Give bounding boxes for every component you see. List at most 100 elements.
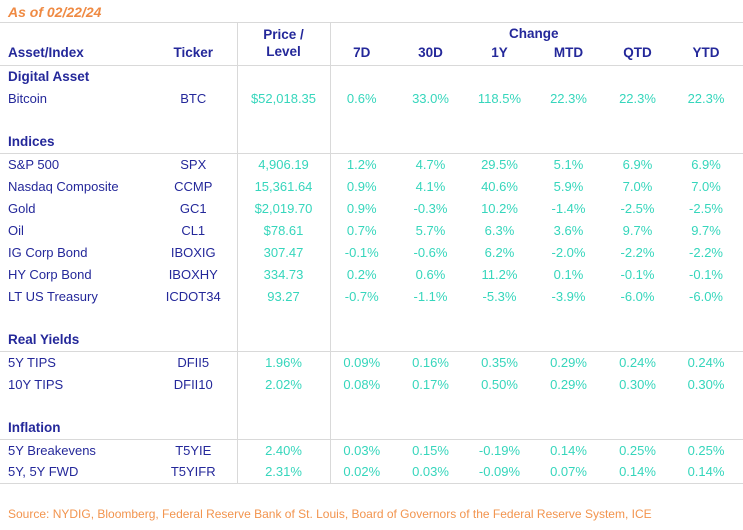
section-filler-cell	[330, 329, 743, 352]
change-value-cell: 0.9%	[346, 178, 377, 194]
data-row: 5Y TIPS DFII5 1.96% 0.09% 0.16% 0.35% 0.29% 0.2…	[0, 351, 743, 373]
asset-index-column-header: Asset/Index	[0, 23, 150, 66]
period-header-qtd: QTD	[606, 44, 675, 66]
section-header-row: Inflation	[0, 417, 743, 440]
spacer-row	[0, 307, 743, 329]
data-row: 5Y Breakevens T5YIE 2.40% 0.03% 0.15% -0.19% 0…	[0, 439, 743, 461]
section-filler-cell	[236, 329, 331, 352]
change-value-cell: 0.03%	[343, 442, 381, 458]
period-header-7d: 7D	[330, 44, 399, 66]
change-value-cell: -1.1%	[413, 288, 448, 304]
change-value-cell: 0.7%	[346, 222, 377, 238]
price-header-line1: Price /	[263, 26, 304, 42]
as-of-date: As of 02/22/24	[0, 0, 743, 23]
asset-data-table: Asset/Index Ticker Price / Level Change 7…	[0, 23, 743, 484]
change-value-cell: -3.9%	[551, 288, 586, 304]
change-value-cell: 0.2%	[346, 266, 377, 282]
change-value-cell: 0.08%	[343, 376, 381, 392]
change-value-cell: 0.03%	[399, 461, 468, 484]
change-value-cell: 0.30%	[687, 376, 725, 392]
change-value-cell: 0.14%	[550, 442, 587, 458]
change-value-cell: 4.7%	[415, 156, 446, 172]
asset-name-cell: Bitcoin	[8, 90, 48, 106]
ticker-cell: IBOXIG	[170, 244, 216, 260]
change-value-cell: 7.0%	[622, 178, 653, 194]
change-value-cell: 118.5%	[477, 90, 522, 106]
asset-name-cell: Oil	[8, 222, 24, 238]
data-row: 5Y, 5Y FWD T5YIFR 2.31% 0.02% 0.03% -0.09% 0.0…	[0, 461, 743, 484]
change-value-cell: -0.6%	[413, 244, 448, 260]
change-value-cell: -6.0%	[689, 288, 723, 304]
spacer-cell	[0, 395, 237, 417]
period-header-ytd: YTD	[675, 44, 743, 66]
change-value-cell: 0.29%	[550, 376, 587, 392]
price-level-cell: 334.73	[236, 263, 331, 285]
price-level-cell: $52,018.35	[236, 87, 331, 109]
change-value-cell: -0.1%	[344, 244, 379, 260]
section-header-row: Indices	[0, 131, 743, 154]
price-level-cell: 4,906.19	[236, 153, 331, 175]
price-level-cell: 1.96%	[236, 351, 331, 373]
data-row: Oil CL1 $78.61 0.7% 5.7% 6.3% 3.6% 9.7% 9.7%	[0, 219, 743, 241]
price-level-cell: $2,019.70	[236, 197, 331, 219]
section-filler-cell	[236, 131, 331, 154]
asset-name-cell: 5Y TIPS	[8, 354, 56, 370]
source-note: Source: NYDIG, Bloomberg, Federal Reserv…	[8, 506, 652, 521]
change-group-header: Change	[509, 26, 559, 41]
change-value-cell: 7.0%	[691, 178, 721, 194]
change-value-cell: 0.50%	[481, 376, 518, 392]
section-name: Indices	[0, 131, 237, 154]
data-row: Gold GC1 $2,019.70 0.9% -0.3% 10.2% -1.4% -2.5%…	[0, 197, 743, 219]
ticker-cell: T5YIE	[175, 442, 212, 458]
change-value-cell: -0.09%	[468, 461, 537, 484]
asset-name-cell: 5Y Breakevens	[8, 442, 96, 458]
change-value-cell: 0.6%	[415, 266, 446, 282]
change-value-cell: 22.3%	[550, 90, 587, 106]
change-value-cell: 5.9%	[553, 178, 584, 194]
price-level-cell: 307.47	[236, 241, 331, 263]
change-value-cell: -2.5%	[689, 200, 723, 216]
change-value-cell: 6.3%	[484, 222, 515, 238]
data-row: Bitcoin BTC $52,018.35 0.6% 33.0% 118.5% 22.3%…	[0, 87, 743, 109]
asset-name-cell: 10Y TIPS	[8, 376, 64, 392]
section-filler-cell	[330, 131, 743, 154]
price-header-line2: Level	[266, 43, 301, 59]
price-level-cell: 2.31%	[236, 461, 331, 484]
change-value-cell: -2.2%	[620, 244, 655, 260]
change-value-cell: 11.2%	[481, 266, 518, 282]
spacer-row	[0, 395, 743, 417]
ticker-cell: DFII10	[173, 376, 213, 392]
change-value-cell: 0.25%	[619, 442, 656, 458]
data-row: S&P 500 SPX 4,906.19 1.2% 4.7% 29.5% 5.1% 6.9% 6…	[0, 153, 743, 175]
spacer-cell	[330, 109, 743, 131]
change-value-cell: 0.9%	[346, 200, 377, 216]
change-value-cell: 22.3%	[619, 90, 656, 106]
section-header-row: Real Yields	[0, 329, 743, 352]
ticker-cell: BTC	[180, 90, 207, 106]
price-level-cell: $78.61	[236, 219, 331, 241]
ticker-cell: SPX	[180, 156, 207, 172]
change-value-cell: -1.4%	[551, 200, 586, 216]
price-level-cell: 2.02%	[236, 373, 331, 395]
data-row: LT US Treasury ICDOT34 93.27 -0.7% -1.1% -5.3…	[0, 285, 743, 307]
change-value-cell: 6.9%	[691, 156, 721, 172]
section-filler-cell	[330, 65, 743, 87]
change-value-cell: -0.19%	[478, 442, 521, 458]
spacer-cell	[236, 307, 331, 329]
change-value-cell: 4.1%	[415, 178, 446, 194]
change-value-cell: -2.5%	[620, 200, 655, 216]
period-header-mtd: MTD	[537, 44, 606, 66]
table-body: Digital Asset Bitcoin BTC $52,018.35 0.6% 33.…	[0, 65, 743, 484]
change-value-cell: 0.16%	[412, 354, 449, 370]
asset-name-cell: S&P 500	[8, 156, 60, 172]
price-level-column-header: Price / Level	[236, 23, 331, 66]
section-header-row: Digital Asset	[0, 65, 743, 87]
change-value-cell: 6.9%	[622, 156, 653, 172]
change-value-cell: 0.30%	[619, 376, 656, 392]
spacer-cell	[0, 307, 237, 329]
change-value-cell: -0.3%	[413, 200, 448, 216]
change-value-cell: 6.2%	[484, 244, 515, 260]
change-value-cell: 0.09%	[343, 354, 381, 370]
change-value-cell: -2.2%	[689, 244, 723, 260]
